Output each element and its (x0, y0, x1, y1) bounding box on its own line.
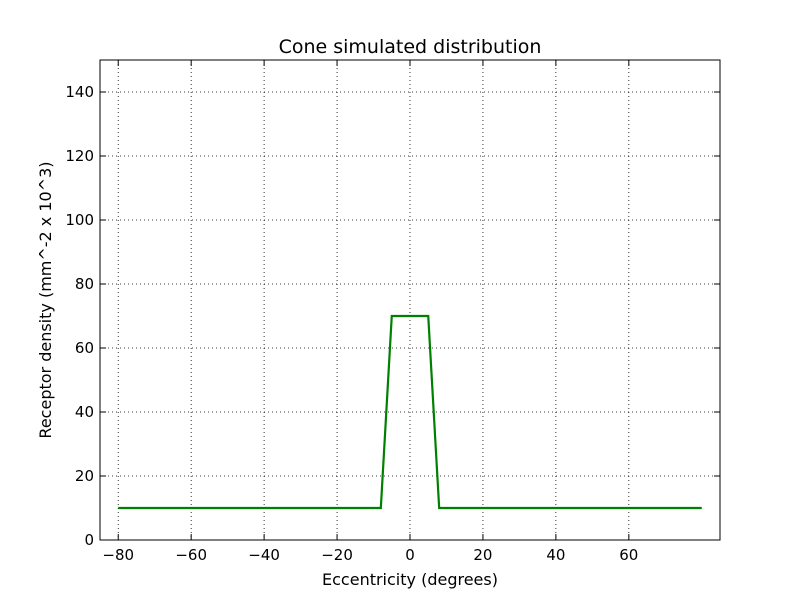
x-tick-label: −40 (248, 546, 280, 564)
y-tick-label: 0 (84, 531, 94, 549)
y-tick-label: 140 (65, 83, 94, 101)
x-tick-label: 20 (473, 546, 492, 564)
y-tick-label: 80 (75, 275, 94, 293)
y-tick-label: 60 (75, 339, 94, 357)
x-tick-label: −20 (321, 546, 353, 564)
y-tick-label: 100 (65, 211, 94, 229)
y-axis-label: Receptor density (mm^-2 x 10^3) (36, 161, 55, 438)
x-axis-label: Eccentricity (degrees) (322, 570, 498, 589)
axis-ticks: −80 −60 −40 −20 0 20 40 60 0 20 40 60 80 100 120 140 (65, 60, 720, 564)
chart-title: Cone simulated distribution (279, 36, 542, 58)
y-tick-label: 120 (65, 147, 94, 165)
plot-series (118, 314, 702, 510)
x-tick-label: −60 (175, 546, 207, 564)
y-tick-label: 40 (75, 403, 94, 421)
series-line (118, 314, 702, 510)
grid-lines (100, 60, 720, 541)
x-tick-label: 60 (619, 546, 638, 564)
x-tick-label: −80 (102, 546, 134, 564)
y-tick-label: 20 (75, 467, 94, 485)
x-tick-label: 40 (546, 546, 565, 564)
x-tick-label: 0 (405, 546, 415, 564)
